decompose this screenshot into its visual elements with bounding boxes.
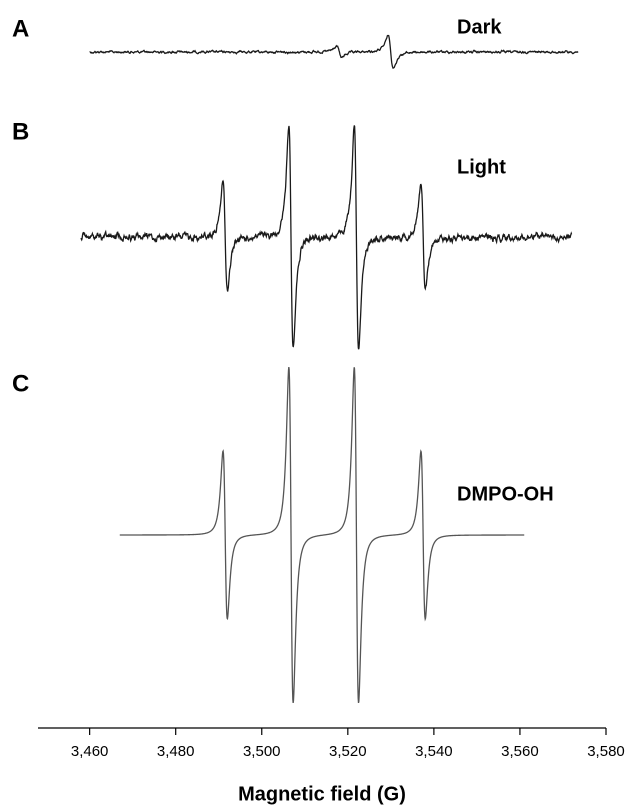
- x-tick-label: 3,580: [587, 743, 625, 760]
- x-tick-label: 3,480: [157, 743, 195, 760]
- x-axis-label: Magnetic field (G): [238, 783, 406, 805]
- x-tick-label: 3,560: [501, 743, 539, 760]
- x-tick-label: 3,520: [329, 743, 367, 760]
- panel-name: DMPO-OH: [457, 483, 554, 505]
- panel-letter: A: [12, 15, 29, 42]
- panel-name: Light: [457, 156, 506, 178]
- panel-letter: B: [12, 118, 29, 145]
- spectrum: [89, 34, 579, 69]
- spectrum: [119, 366, 525, 704]
- panel-letter: C: [12, 370, 29, 397]
- x-tick-label: 3,540: [415, 743, 453, 760]
- panel-name: Dark: [457, 16, 502, 38]
- spectrum: [80, 125, 573, 350]
- x-tick-label: 3,500: [243, 743, 281, 760]
- x-tick-label: 3,460: [71, 743, 109, 760]
